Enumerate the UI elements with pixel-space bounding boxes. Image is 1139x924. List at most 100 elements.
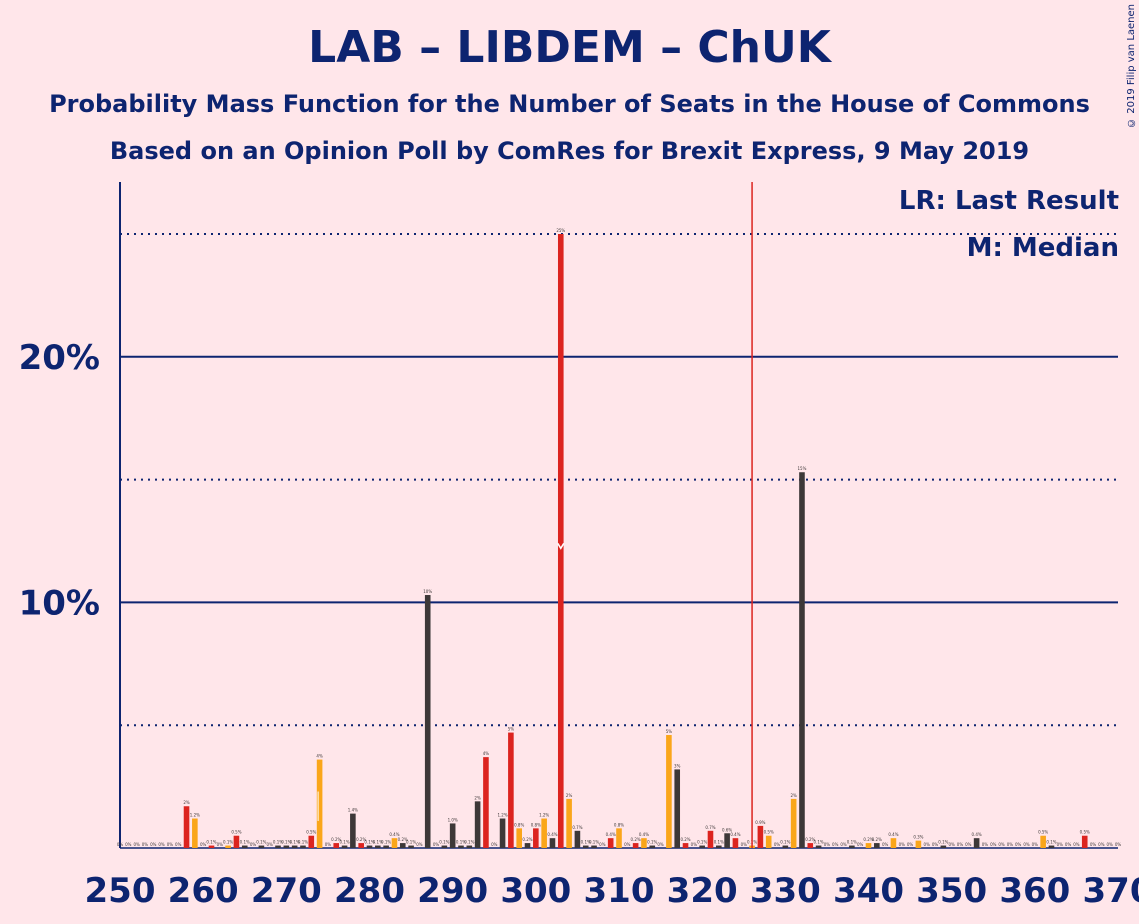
zero-label: 0% <box>657 842 664 847</box>
bar <box>524 843 531 848</box>
bar <box>424 595 431 848</box>
zero-label: 0% <box>150 842 157 847</box>
bar-value-label: 0.1% <box>339 840 349 845</box>
zero-label: 0% <box>932 842 939 847</box>
bar-value-label: 0.2% <box>631 837 641 842</box>
bar-value-label: 0.5% <box>1080 830 1090 835</box>
bar-value-label: 0.1% <box>439 840 449 845</box>
bar <box>383 845 389 848</box>
zero-label: 0% <box>982 842 989 847</box>
bar-value-label: 0.8% <box>514 822 524 827</box>
zero-label: 0% <box>840 842 847 847</box>
zero-label: 0% <box>1015 842 1022 847</box>
x-tick-label: 330 <box>750 871 821 911</box>
bar-value-label: 0.1% <box>780 840 790 845</box>
bar <box>541 818 547 848</box>
bar-value-label: 3% <box>674 763 681 768</box>
bar <box>732 838 739 848</box>
bar <box>865 843 872 848</box>
zero-label: 0% <box>1023 842 1030 847</box>
zero-label: 0% <box>924 842 931 847</box>
bar-value-label: 15% <box>798 466 807 471</box>
bar-value-label: 0.2% <box>680 837 690 842</box>
bar-value-label: 0.1% <box>938 840 948 845</box>
bar-value-label: 0.1% <box>381 840 391 845</box>
bar <box>399 843 406 848</box>
bar <box>316 759 323 848</box>
zero-label: 0% <box>599 842 606 847</box>
bar <box>466 845 473 848</box>
bar <box>790 798 797 848</box>
bar-value-label: 1.4% <box>348 808 358 813</box>
x-tick-label: 300 <box>500 871 571 911</box>
bar-value-label: 0.1% <box>273 840 283 845</box>
bar <box>799 472 805 848</box>
bar-value-label: 0.1% <box>206 840 216 845</box>
bar-value-label: 0.5% <box>764 830 774 835</box>
bar <box>225 845 231 848</box>
bar <box>499 818 506 848</box>
zero-label: 0% <box>624 842 631 847</box>
zero-label: 0% <box>1073 842 1080 847</box>
x-tick-label: 270 <box>251 871 322 911</box>
x-tick-label: 250 <box>85 871 156 911</box>
zero-label: 0% <box>774 842 781 847</box>
bar-value-label: 0.1% <box>290 840 300 845</box>
bar <box>366 845 373 848</box>
bar <box>782 845 789 848</box>
bar-value-label: 0.2% <box>872 837 882 842</box>
legend-median: M: Median <box>966 233 1119 263</box>
bar <box>358 843 364 848</box>
bar <box>350 813 356 848</box>
bar-value-label: 1.0% <box>448 817 458 822</box>
bar <box>192 818 198 848</box>
bar-value-label: 0.1% <box>240 840 250 845</box>
zero-label: 0% <box>267 842 274 847</box>
bar <box>724 833 730 848</box>
bar-value-label: 0.4% <box>888 832 898 837</box>
zero-label: 0% <box>217 842 224 847</box>
bar <box>682 843 689 848</box>
bar <box>574 830 581 848</box>
bar <box>890 838 897 848</box>
x-tick-label: 310 <box>584 871 655 911</box>
zero-label: 0% <box>948 842 955 847</box>
zero-label: 0% <box>325 842 332 847</box>
bar <box>815 845 822 848</box>
bar-value-label: 0.1% <box>281 840 291 845</box>
bar <box>441 845 448 848</box>
bar-value-label: 0.2% <box>398 837 408 842</box>
bar <box>233 835 240 848</box>
bar-value-label: 2% <box>566 793 573 798</box>
chart-title: LAB – LIBDEM – ChUK <box>308 22 831 73</box>
zero-label: 0% <box>1107 842 1114 847</box>
bar <box>474 801 481 848</box>
bar-value-label: 0.1% <box>589 840 599 845</box>
bar <box>333 843 340 848</box>
bar <box>674 769 681 848</box>
bar-value-label: 0.4% <box>389 832 399 837</box>
zero-label: 0% <box>824 842 831 847</box>
bar-value-label: 0.1% <box>373 840 383 845</box>
bar <box>341 845 348 848</box>
bar <box>308 835 315 848</box>
bar <box>208 845 215 848</box>
bar-value-label: 0.1% <box>406 840 416 845</box>
zero-label: 0% <box>882 842 889 847</box>
bar <box>649 845 656 848</box>
x-tick-label: 260 <box>168 871 239 911</box>
bar <box>375 845 381 848</box>
zero-label: 0% <box>142 842 149 847</box>
zero-label: 0% <box>832 842 839 847</box>
bar <box>557 234 564 848</box>
bar-value-label: 0.4% <box>972 832 982 837</box>
bar-value-label: 5% <box>508 727 515 732</box>
zero-label: 0% <box>250 842 257 847</box>
zero-label: 0% <box>990 842 997 847</box>
zero-label: 0% <box>1115 842 1122 847</box>
legend-last-result: LR: Last Result <box>898 186 1119 216</box>
bar <box>508 732 514 848</box>
zero-label: 0% <box>125 842 132 847</box>
bar <box>241 845 248 848</box>
